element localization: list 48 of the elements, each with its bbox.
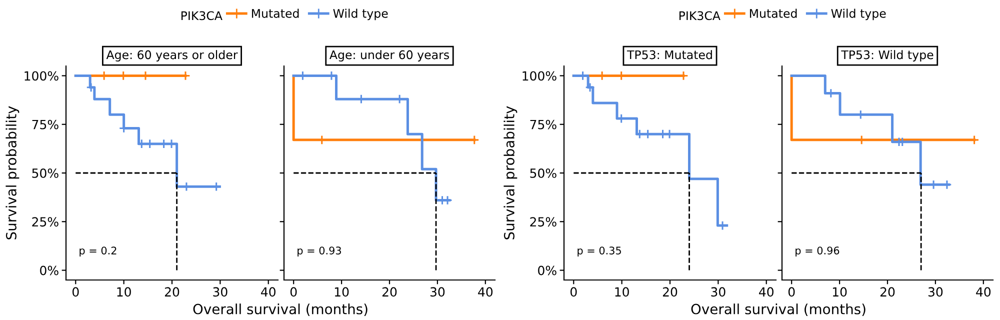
- x-tick-label: 30: [430, 287, 445, 297]
- x-tick-label: 20: [662, 287, 678, 297]
- legend-title: PIK3CA: [679, 11, 720, 20]
- y-tick-label: 100%: [522, 71, 556, 81]
- annotation: p = 0.35: [578, 246, 621, 256]
- x-tick-label: 10: [832, 287, 847, 297]
- x-axis-title: Overall survival (months): [691, 304, 866, 316]
- y-tick-label: 25%: [530, 217, 556, 227]
- legend-label: Wild type: [831, 8, 886, 20]
- y-tick-label: 100%: [24, 71, 58, 81]
- y-tick-label: 75%: [32, 120, 58, 130]
- x-axis-title: Overall survival (months): [193, 304, 368, 316]
- chart-title: TP53: Wild type: [841, 50, 934, 62]
- y-tick-label: 75%: [530, 120, 556, 130]
- x-tick-label: 10: [117, 287, 131, 297]
- legend-label: Wild type: [333, 8, 388, 20]
- x-tick-label: 20: [382, 287, 397, 297]
- x-tick-label: 0: [570, 287, 577, 297]
- chart-title: Age: under 60 years: [330, 50, 449, 62]
- x-tick-label: 0: [72, 287, 79, 297]
- annotation: p = 0.2: [80, 246, 116, 256]
- x-tick-label: 40: [976, 287, 991, 297]
- legend-label: Mutated: [252, 8, 299, 18]
- x-tick-label: 40: [759, 287, 774, 297]
- y-tick-label: 0%: [538, 266, 556, 276]
- x-tick-label: 20: [880, 287, 895, 297]
- x-tick-label: 30: [928, 287, 943, 297]
- y-tick-label: 50%: [32, 168, 58, 178]
- x-tick-label: 40: [261, 287, 276, 297]
- annotation: p = 0.96: [796, 246, 840, 256]
- annotation: p = 0.93: [298, 246, 341, 256]
- legend-label: Mutated: [750, 8, 797, 18]
- x-tick-label: 30: [711, 287, 726, 297]
- legend-title: PIK3CA: [181, 11, 222, 20]
- y-axis-title: Survival probability: [6, 106, 20, 240]
- y-tick-label: 25%: [32, 217, 58, 227]
- y-tick-label: 0%: [40, 266, 58, 276]
- x-tick-label: 10: [334, 287, 349, 297]
- x-tick-label: 20: [164, 287, 180, 297]
- x-tick-label: 10: [615, 287, 629, 297]
- x-tick-label: 40: [478, 287, 493, 297]
- chart-title: Age: 60 years or older: [106, 50, 238, 62]
- x-tick-label: 30: [213, 287, 228, 297]
- x-tick-label: 0: [290, 287, 297, 297]
- x-tick-label: 0: [788, 287, 795, 297]
- y-axis-title: Survival probability: [504, 106, 518, 240]
- chart-title: TP53: Mutated: [626, 50, 712, 60]
- y-tick-label: 50%: [530, 168, 556, 178]
